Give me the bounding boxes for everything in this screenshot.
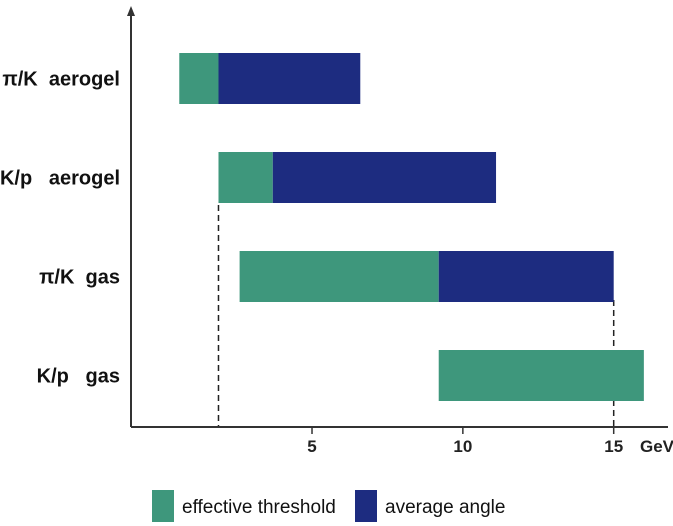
category-label: K/p aerogel (0, 168, 120, 190)
bars (179, 53, 644, 401)
legend-label: effective threshold (182, 497, 336, 518)
x-ticks: 5 10 15 (307, 427, 623, 456)
bar-effective-threshold (239, 251, 439, 302)
bar-effective-threshold (438, 350, 644, 401)
category-label: π/K gas (39, 267, 120, 289)
category-labels: π/K aerogel K/p aerogel π/K gas K/p gas (0, 69, 120, 388)
legend-label: average angle (385, 497, 505, 518)
bar-effective-threshold (179, 53, 219, 104)
x-tick-label: 15 (604, 437, 623, 456)
bar-average-angle (272, 152, 497, 203)
category-label: π/K aerogel (2, 69, 120, 91)
x-unit-label: GeV (640, 437, 673, 456)
legend: effective threshold average angle (152, 490, 505, 522)
y-axis-arrow (127, 6, 135, 16)
axes (127, 6, 668, 428)
category-label: K/p gas (37, 366, 120, 388)
legend-swatch (152, 490, 174, 522)
bar-average-angle (438, 251, 614, 302)
x-tick-label: 10 (453, 437, 472, 456)
x-tick-label: 5 (307, 437, 316, 456)
legend-swatch (355, 490, 377, 522)
bar-effective-threshold (218, 152, 273, 203)
bar-average-angle (218, 53, 361, 104)
